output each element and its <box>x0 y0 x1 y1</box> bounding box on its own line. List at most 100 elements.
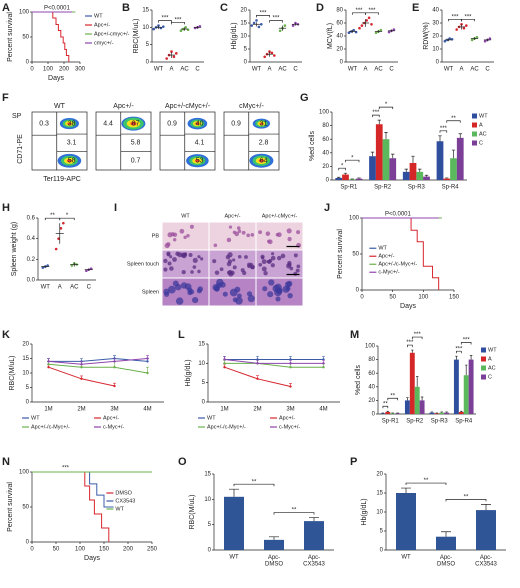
text-line: DMSO <box>437 561 455 567</box>
y-axis-label: CD71-PE <box>17 134 24 164</box>
gate-value: 58 <box>68 158 76 165</box>
bar <box>458 411 464 414</box>
gate-value: 38 <box>68 120 76 127</box>
data-point <box>175 52 178 55</box>
y-tick-label: 0 <box>380 548 384 554</box>
y-tick-label: 20 <box>368 398 375 404</box>
survival-curve <box>32 471 110 542</box>
y-tick-label: 100 <box>349 216 360 222</box>
significance-label: ** <box>50 213 55 219</box>
x-tick-label: C <box>293 67 298 73</box>
significance-label: *** <box>259 10 267 16</box>
y-tick-label: 0 <box>436 60 440 66</box>
y-tick-label: 10 <box>240 34 247 40</box>
x-tick-label: 4M <box>143 407 151 413</box>
significance-bracket <box>158 20 172 23</box>
row-label: Spleen <box>142 289 159 295</box>
cell <box>285 286 291 292</box>
legend-swatch <box>481 374 486 380</box>
cell <box>216 282 222 289</box>
cell <box>164 291 170 297</box>
significance-label: *** <box>440 126 448 132</box>
cell <box>250 265 255 270</box>
bar <box>434 413 440 414</box>
x-tick-label: 2M <box>77 407 85 413</box>
data-point <box>462 26 466 30</box>
gate-value: 3.1 <box>67 140 77 147</box>
panel-label: C <box>220 2 228 14</box>
cell <box>226 270 232 275</box>
cell <box>289 266 294 271</box>
cell <box>197 255 201 259</box>
legend-label: WT <box>378 246 387 252</box>
error-bar <box>460 410 463 412</box>
panel-label: I <box>114 202 117 214</box>
bar <box>429 412 435 414</box>
legend-swatch <box>481 356 486 362</box>
x-tick-label: 50 <box>53 547 60 553</box>
y-axis-label: MCV(fL) <box>327 23 334 49</box>
bar <box>463 375 469 414</box>
error-bar <box>386 410 390 412</box>
text-line: CX3543 <box>475 561 497 567</box>
y-tick-label: 10 <box>432 47 439 53</box>
x-tick-label: 150 <box>99 547 110 553</box>
cell <box>229 288 238 297</box>
cell <box>241 230 246 235</box>
x-tick-label: WT <box>252 67 262 73</box>
x-tick-label: C <box>485 67 490 73</box>
series-line <box>48 363 148 374</box>
y-tick-label: 80 <box>322 123 329 129</box>
legend-swatch <box>481 347 486 353</box>
panel-label: H <box>2 202 10 214</box>
x-axis-label: Days <box>84 555 100 562</box>
legend-label: WT <box>31 415 40 421</box>
marker <box>322 362 325 365</box>
bar <box>355 178 363 180</box>
x-tick-label: 4M <box>319 407 327 413</box>
cell <box>166 252 171 257</box>
data-point <box>255 19 258 22</box>
error-bar <box>430 411 434 413</box>
significance-label: *** <box>174 17 182 23</box>
significance-bracket <box>378 106 394 110</box>
cell <box>236 293 242 299</box>
legend-label: Apc+/-cmyc+/- <box>94 31 130 37</box>
y-tick-label: 15 <box>376 491 383 497</box>
bar <box>380 413 386 414</box>
gate-value: 4.1 <box>195 140 205 147</box>
y-tick-label: 60 <box>336 21 343 27</box>
panel-label: E <box>412 2 419 14</box>
legend-label: WT <box>207 415 216 421</box>
marker <box>80 363 83 366</box>
error-bar <box>440 411 443 413</box>
error-bar <box>343 172 348 175</box>
marker <box>223 366 226 369</box>
cell <box>263 270 268 276</box>
cell <box>268 258 273 263</box>
legend-swatch <box>472 131 477 137</box>
y-tick-label: 0 <box>208 548 212 554</box>
bar <box>439 412 445 414</box>
bar <box>404 400 410 414</box>
y-axis-label: Spleen weight (g) <box>11 222 18 276</box>
legend-swatch <box>472 140 477 146</box>
series-line <box>224 362 324 368</box>
legend-label: CX3543 <box>115 498 135 504</box>
cell <box>222 291 228 297</box>
y-tick-label: 40 <box>336 34 343 40</box>
significance-bracket <box>445 499 487 502</box>
y-tick-label: 10 <box>198 361 205 367</box>
significance-bracket <box>456 350 462 354</box>
y-tick-label: 10 <box>142 25 149 31</box>
cell <box>247 264 252 269</box>
x-tick-label: C <box>389 67 394 73</box>
y-tick-label: 0 <box>372 412 376 418</box>
cell <box>267 291 274 298</box>
cell <box>275 232 280 237</box>
data-point <box>57 237 60 240</box>
y-tick-label: 0 <box>26 400 30 406</box>
significance-bracket <box>372 114 380 118</box>
gate-lines <box>160 112 215 170</box>
